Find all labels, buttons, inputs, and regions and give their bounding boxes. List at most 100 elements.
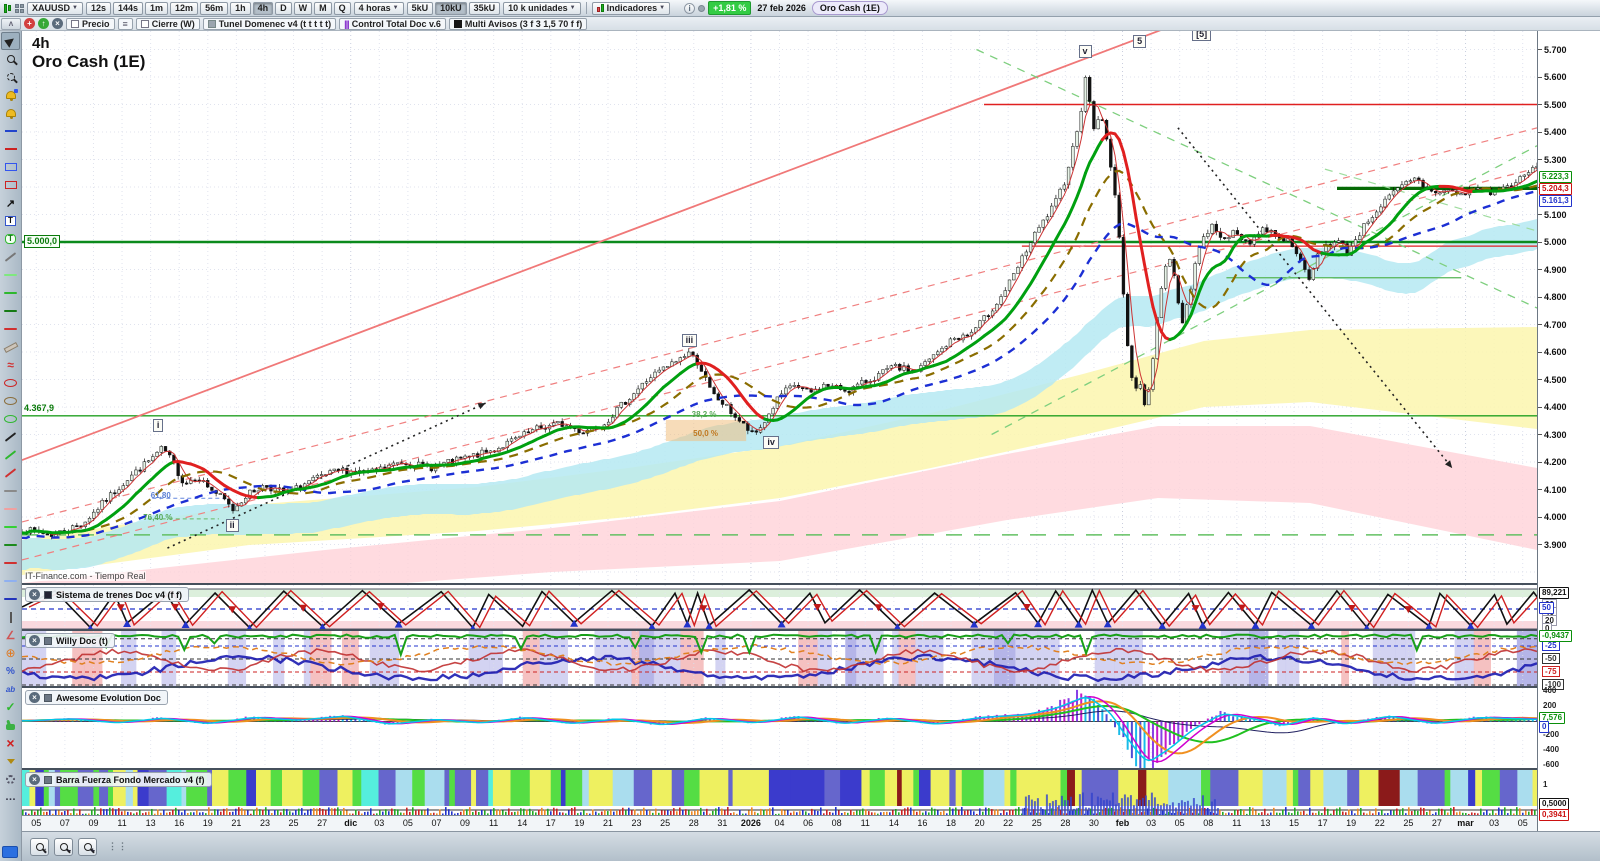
hline-pink-tool[interactable] (1, 500, 20, 518)
channel-wave-tool[interactable]: ≈ (1, 356, 20, 374)
text-tool[interactable]: T (1, 212, 20, 230)
overlay-toggle-5[interactable]: Multi Avisos (3 f 3 1,5 70 f f) (448, 17, 588, 30)
price-tick: 200 (1543, 700, 1557, 710)
close-icon[interactable]: × (29, 692, 40, 703)
delete-tool[interactable]: × (1, 734, 20, 752)
zone-rect-red-tool[interactable] (1, 176, 20, 194)
angle-tool[interactable]: ∠ (1, 626, 20, 644)
hline-dark-blue-tool[interactable] (1, 590, 20, 608)
arrow-up-circle-icon[interactable]: ↑ (38, 18, 49, 29)
timeframe-button-Q[interactable]: Q (333, 1, 351, 15)
indicator-header[interactable]: × Awesome Evolution Doc (25, 690, 168, 705)
price-axis[interactable]: 5.7005.6005.5005.4005.3005.2005.1005.000… (1537, 31, 1600, 831)
info-button[interactable]: i (684, 2, 696, 14)
hline-bright-green-tool[interactable] (1, 518, 20, 536)
instrument-pill[interactable]: Oro Cash (1E) (811, 1, 888, 15)
indicator-header[interactable]: × Willy Doc (t) (25, 633, 115, 648)
ellipse-red-tool[interactable] (1, 374, 20, 392)
hline-red-small-tool[interactable] (1, 320, 20, 338)
thumbs-up-tool[interactable] (1, 716, 20, 734)
timeframe-button-1m[interactable]: 1m (145, 1, 169, 15)
timeframe-button-56m[interactable]: 56m (200, 1, 229, 15)
hline-red-tool[interactable] (1, 554, 20, 572)
close-icon[interactable]: × (29, 635, 40, 646)
more-tools-chevron[interactable] (1, 752, 20, 770)
ellipse-green-tool[interactable] (1, 410, 20, 428)
chart-style-icon[interactable] (4, 3, 11, 13)
zoom-out-button[interactable]: − (54, 837, 73, 856)
circle-marker-tool[interactable]: ⊕ (1, 644, 20, 662)
symbol-select[interactable]: XAUUSD ▼ (27, 1, 83, 15)
cursor-tool[interactable] (1, 32, 20, 50)
hline-forest-green-tool[interactable] (1, 536, 20, 554)
close-icon[interactable]: × (29, 774, 40, 785)
quantity-button-10kU[interactable]: 10kU (435, 1, 467, 15)
legend-list-button[interactable]: ≡ (117, 17, 133, 30)
trend-arrow-tool[interactable]: ↗ (1, 194, 20, 212)
hline-dark-green-tool[interactable] (1, 302, 20, 320)
overlay-label: Cierre (W) (151, 18, 195, 29)
alarm-tool[interactable] (1, 104, 20, 122)
alarm-edit-tool[interactable] (1, 86, 20, 104)
timeframe-button-D[interactable]: D (275, 1, 292, 15)
zoom-in-button[interactable]: + (78, 837, 97, 856)
time-axis[interactable]: 05 07 09 11 13 16 19 21 23 25 27 dic 03 05 07 09 11 14 17 1… (22, 815, 1537, 831)
more-options-tool[interactable]: … (1, 788, 20, 806)
overlay-toggle-4[interactable]: ||| Control Total Doc v.6 (339, 17, 446, 30)
overlay-toggle-0[interactable]: Precio (66, 17, 115, 30)
overlay-toggle-2[interactable]: Cierre (W) (135, 17, 200, 30)
close-circle-icon[interactable]: × (52, 18, 63, 29)
overlay-toggle-3[interactable]: Tunel Domenec v4 (t t t t t) (202, 17, 337, 30)
plus-icon[interactable]: + (24, 18, 35, 29)
timeframe-button-144s[interactable]: 144s (113, 1, 144, 15)
sidebar-footer-button[interactable] (2, 846, 18, 858)
trend-arrow-icon: ↗ (5, 197, 16, 210)
abc-label-tool[interactable]: ab (1, 680, 20, 698)
timeframe-button-12s[interactable]: 12s (85, 1, 111, 15)
comment-bubble-tool[interactable]: T (1, 230, 20, 248)
ruler-tool[interactable] (1, 338, 20, 356)
selection-rect-blue-tool[interactable] (1, 158, 20, 176)
drawing-tools-sidebar: ↗ T T ≈ ∠ ⊕% ab ✓ × … (0, 31, 22, 861)
trendline-red-tool[interactable] (1, 464, 20, 482)
zoom-area-tool[interactable] (1, 68, 20, 86)
timeframe-button-4h[interactable]: 4h (252, 1, 274, 15)
alarm-line-blue-tool[interactable] (1, 122, 20, 140)
sidebar-collapse-button[interactable]: ᴧ (1, 17, 21, 30)
ellipse-brown-tool[interactable] (1, 392, 20, 410)
indicators-button[interactable]: Indicadores ▼ (591, 1, 671, 15)
quantity-button-35kU[interactable]: 35kU (468, 1, 501, 15)
fibonacci-tool[interactable]: % (1, 662, 20, 680)
hline-light-green-tool[interactable] (1, 266, 20, 284)
indicator-title: Willy Doc (t) (56, 635, 108, 646)
quantity-select[interactable]: 10 k unidades ▼ (503, 1, 581, 15)
layout-grid-icon[interactable] (15, 3, 24, 13)
zoom-vertical-button[interactable]: ↕ (30, 837, 49, 856)
timeframe-button-W[interactable]: W (293, 1, 313, 15)
indicator-line-icon (596, 4, 604, 12)
close-icon[interactable]: × (29, 589, 40, 600)
alarm-line-red-tool[interactable] (1, 140, 20, 158)
trendline-green-tool[interactable] (1, 446, 20, 464)
vline-tool[interactable] (1, 608, 20, 626)
objects-settings-tool[interactable] (1, 770, 20, 788)
indicator-header[interactable]: × Sistema de trenes Doc v4 (f f) (25, 587, 190, 602)
timeframe-button-M[interactable]: M (314, 1, 332, 15)
validate-tool[interactable]: ✓ (1, 698, 20, 716)
hline-grey-tool[interactable] (1, 482, 20, 500)
quantity-button-5kU[interactable]: 5kU (406, 1, 434, 15)
abc-label-icon: ab (5, 684, 16, 694)
trendline-black-tool[interactable] (1, 428, 20, 446)
hline-light-blue-tool[interactable] (1, 572, 20, 590)
segment-tool[interactable] (1, 248, 20, 266)
indicator-header[interactable]: × Barra Fuerza Fondo Mercado v4 (f) (25, 772, 212, 787)
hline-green-tool[interactable] (1, 284, 20, 302)
timeframe-button-1h[interactable]: 1h (230, 1, 251, 15)
scrollbar-handle[interactable]: ⋮⋮ (108, 841, 128, 851)
price-tick: 4.100 (1538, 485, 1567, 495)
main-chart[interactable]: 4h Oro Cash (1E) IT-Finance.com - Tiempo… (22, 31, 1537, 583)
timeframe-select[interactable]: 4 horas ▼ (353, 1, 404, 15)
zoom-tool[interactable] (1, 50, 20, 68)
timeframe-button-12m[interactable]: 12m (170, 1, 199, 15)
time-tick: 19 (1346, 818, 1357, 828)
